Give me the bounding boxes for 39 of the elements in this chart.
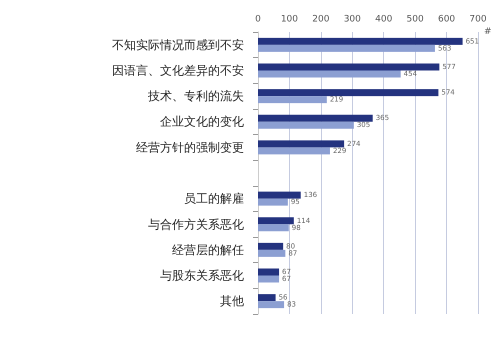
x-tick-label: 300	[344, 14, 362, 24]
x-tick-label: 400	[375, 14, 393, 24]
bar	[258, 114, 373, 122]
bar	[258, 140, 344, 148]
y-tick-label: 经营方针的强制变更	[136, 140, 244, 154]
x-tick-label: 500	[406, 14, 424, 24]
bar	[258, 63, 440, 70]
bar	[258, 242, 284, 250]
bar	[258, 224, 289, 232]
y-tick-label: 企业文化的变化	[160, 114, 244, 129]
y-tick-label: 其他	[220, 294, 244, 308]
bar	[258, 44, 435, 52]
bar	[258, 268, 280, 276]
bar	[258, 70, 401, 78]
x-tick-label: 600	[438, 14, 456, 24]
bar	[258, 276, 280, 283]
bar	[258, 122, 354, 129]
x-axis-title: #	[484, 27, 492, 37]
y-tick-label: 与股东关系恶化	[160, 268, 244, 283]
bar	[258, 217, 294, 224]
bar	[258, 38, 463, 45]
x-tick-label: 700	[469, 14, 487, 24]
y-tick-label: 员工的解雇	[184, 192, 244, 206]
bar	[258, 147, 330, 154]
y-tick-label: 因语言、文化差异的不安	[112, 63, 244, 78]
bar	[258, 96, 327, 104]
bar	[258, 301, 284, 308]
y-tick-label: 与合作方关系恶化	[148, 217, 244, 232]
y-tick-label: 经营层的解任	[172, 242, 244, 257]
x-tick-label: 100	[280, 14, 298, 24]
bar	[258, 192, 301, 199]
bar	[258, 250, 286, 257]
y-tick-label: 不知实际情况而感到不安	[112, 38, 244, 52]
bar	[258, 198, 288, 206]
x-tick-label: 200	[312, 14, 330, 24]
bar	[258, 89, 438, 96]
x-tick-label: 0	[255, 14, 262, 24]
y-tick-label: 技术、专利的流失	[147, 89, 244, 104]
bar	[258, 294, 276, 302]
